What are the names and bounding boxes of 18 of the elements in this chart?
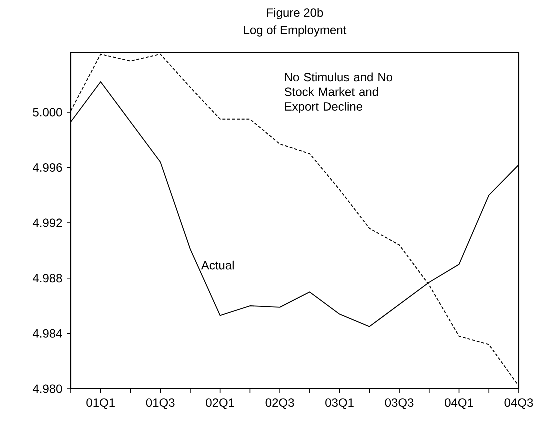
- x-tick-label: 01Q1: [86, 398, 115, 410]
- x-tick-label: 01Q3: [146, 398, 175, 410]
- chart-title: Figure 20b: [267, 8, 324, 20]
- x-tick-label: 02Q3: [266, 398, 294, 410]
- y-tick-label: 4.992: [32, 218, 62, 228]
- text: No Stimulus and No Stock Market and Export Decline: [284, 72, 393, 114]
- x-tick-label: 03Q1: [326, 398, 354, 410]
- x-tick-label: 04Q3: [504, 398, 534, 410]
- y-tick-label: 4.988: [32, 274, 62, 283]
- x-tick-label: 02Q1: [206, 398, 234, 410]
- y-tick-label: 5.000: [33, 108, 62, 117]
- x-tick-label: 04Q1: [445, 398, 474, 410]
- y-tick-label: 4.996: [32, 164, 62, 172]
- series-label: Actual: [201, 260, 234, 270]
- y-tick-label: 4.984: [32, 329, 62, 338]
- chart-subtitle: Log of Employment: [244, 26, 347, 37]
- y-tick-label: 4.980: [32, 384, 62, 394]
- x-tick-label: 03Q3: [385, 398, 414, 410]
